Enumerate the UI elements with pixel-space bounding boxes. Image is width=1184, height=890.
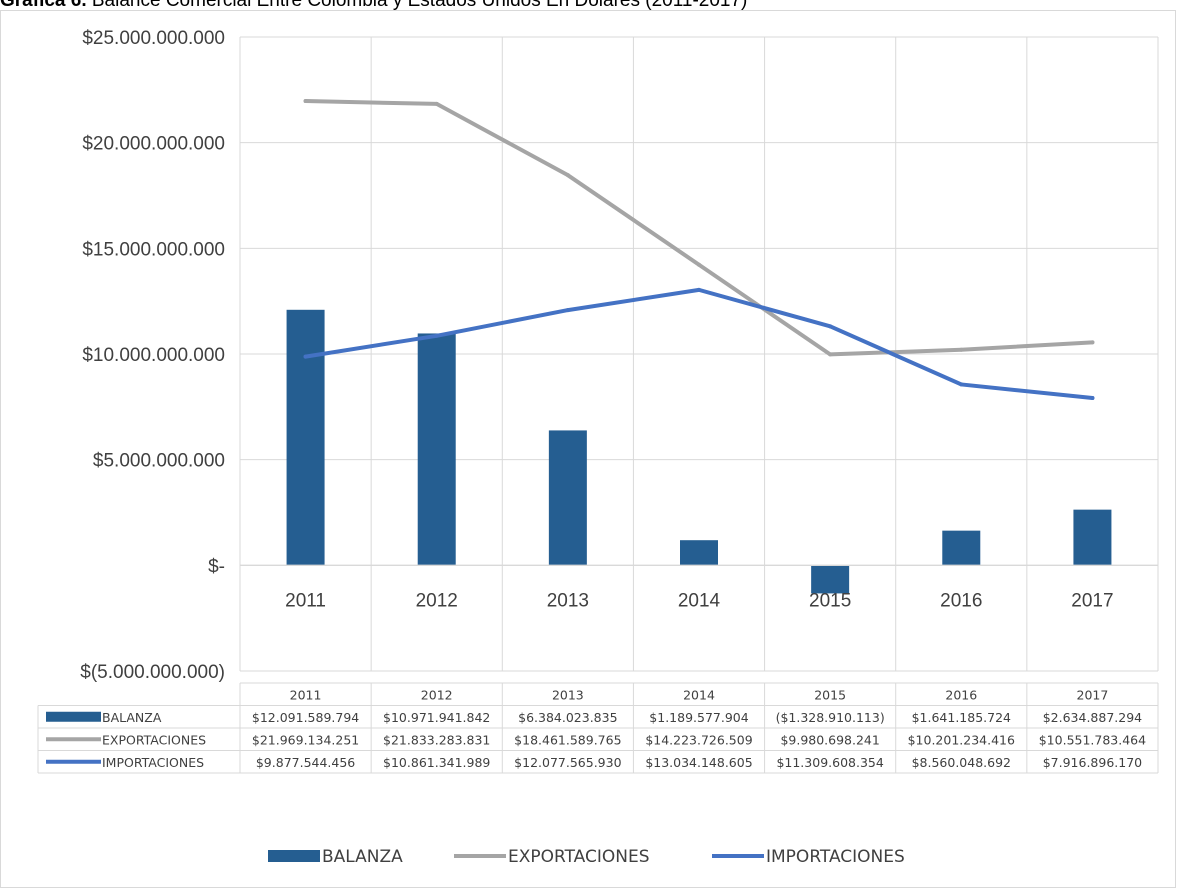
- point-importaciones: [303, 354, 308, 359]
- table-cell: $10.861.341.989: [383, 755, 490, 770]
- table-cell: $11.309.608.354: [776, 755, 883, 770]
- table-header-cell: 2015: [814, 687, 846, 702]
- point-exportaciones: [697, 262, 701, 267]
- legend-label-balanza: BALANZA: [322, 847, 403, 867]
- point-exportaciones: [828, 352, 833, 357]
- x-tick-label: 2015: [809, 590, 851, 611]
- bar-balanza: [417, 333, 456, 566]
- x-tick-label: 2012: [416, 590, 458, 611]
- table-header-cell: 2012: [421, 687, 453, 702]
- point-importaciones: [565, 308, 570, 313]
- point-exportaciones: [1090, 340, 1095, 345]
- y-tick-label: $5.000.000.000: [93, 451, 225, 472]
- x-tick-label: 2014: [678, 590, 721, 611]
- y-tick-label: $25.000.000.000: [82, 28, 225, 49]
- bar-balanza: [286, 309, 325, 566]
- table-cell: $1.641.185.724: [912, 710, 1011, 725]
- legend-key-balanza: [268, 850, 320, 862]
- point-importaciones: [828, 324, 833, 329]
- point-exportaciones: [434, 101, 439, 106]
- table-cell: $10.551.783.464: [1039, 732, 1146, 747]
- y-tick-label: $15.000.000.000: [82, 239, 225, 260]
- bar-balanza: [942, 530, 981, 566]
- x-tick-label: 2013: [547, 590, 589, 611]
- table-cell: $12.091.589.794: [252, 710, 359, 725]
- legend-label-importaciones: IMPORTACIONES: [766, 847, 905, 867]
- table-header-cell: 2011: [290, 687, 322, 702]
- chart-frame: [0, 10, 1176, 888]
- table-cell: $14.223.726.509: [645, 732, 752, 747]
- table-key-balanza: [46, 711, 101, 722]
- y-tick-label: $10.000.000.000: [82, 345, 225, 366]
- table-header-cell: 2016: [945, 687, 977, 702]
- point-importaciones: [1090, 396, 1095, 401]
- point-exportaciones: [303, 99, 308, 104]
- table-cell: $10.971.941.842: [383, 710, 490, 725]
- table-row-label: EXPORTACIONES: [102, 732, 206, 747]
- table-header-cell: 2017: [1077, 687, 1109, 702]
- table-cell: $21.969.134.251: [252, 732, 359, 747]
- x-tick-label: 2011: [285, 590, 326, 611]
- y-tick-label: $-: [208, 556, 225, 577]
- bar-balanza: [548, 430, 587, 566]
- table-row-label: IMPORTACIONES: [102, 755, 204, 770]
- table-cell: $21.833.283.831: [383, 732, 490, 747]
- table-cell: $7.916.896.170: [1043, 755, 1142, 770]
- table-cell: $2.634.887.294: [1043, 710, 1142, 725]
- point-exportaciones: [959, 347, 964, 352]
- figure-caption: Gráfica 6. Balance Comercial Entre Colom…: [0, 0, 747, 12]
- table-header-cell: 2013: [552, 687, 584, 702]
- table-cell: $1.189.577.904: [649, 710, 748, 725]
- bar-balanza: [680, 540, 718, 566]
- point-importaciones: [434, 333, 439, 338]
- table-cell: $18.461.589.765: [514, 732, 621, 747]
- y-tick-label: $(5.000.000.000): [80, 662, 225, 683]
- caption-text: Balance Comercial Entre Colombia y Estad…: [86, 0, 748, 11]
- table-row-label: BALANZA: [102, 710, 162, 725]
- bar-balanza: [1073, 509, 1112, 566]
- table-cell: $9.980.698.241: [780, 732, 879, 747]
- table-cell: $13.034.148.605: [645, 755, 752, 770]
- table-cell: $10.201.234.416: [908, 732, 1015, 747]
- bar-balanza: [811, 565, 850, 594]
- line-exportaciones: [303, 99, 1095, 357]
- table-cell: $8.560.048.692: [912, 755, 1011, 770]
- x-tick-label: 2017: [1071, 590, 1113, 611]
- table-cell: ($1.328.910.113): [776, 710, 885, 725]
- point-importaciones: [697, 287, 701, 292]
- y-tick-label: $20.000.000.000: [82, 134, 225, 155]
- legend-label-exportaciones: EXPORTACIONES: [508, 847, 650, 867]
- point-importaciones: [959, 382, 964, 387]
- table-header-cell: 2014: [683, 687, 715, 702]
- table-cell: $9.877.544.456: [256, 755, 355, 770]
- table-cell: $12.077.565.930: [514, 755, 621, 770]
- table-cell: $6.384.023.835: [518, 710, 617, 725]
- caption-label: Gráfica 6.: [0, 0, 87, 11]
- x-tick-label: 2016: [940, 590, 982, 611]
- point-exportaciones: [565, 173, 570, 178]
